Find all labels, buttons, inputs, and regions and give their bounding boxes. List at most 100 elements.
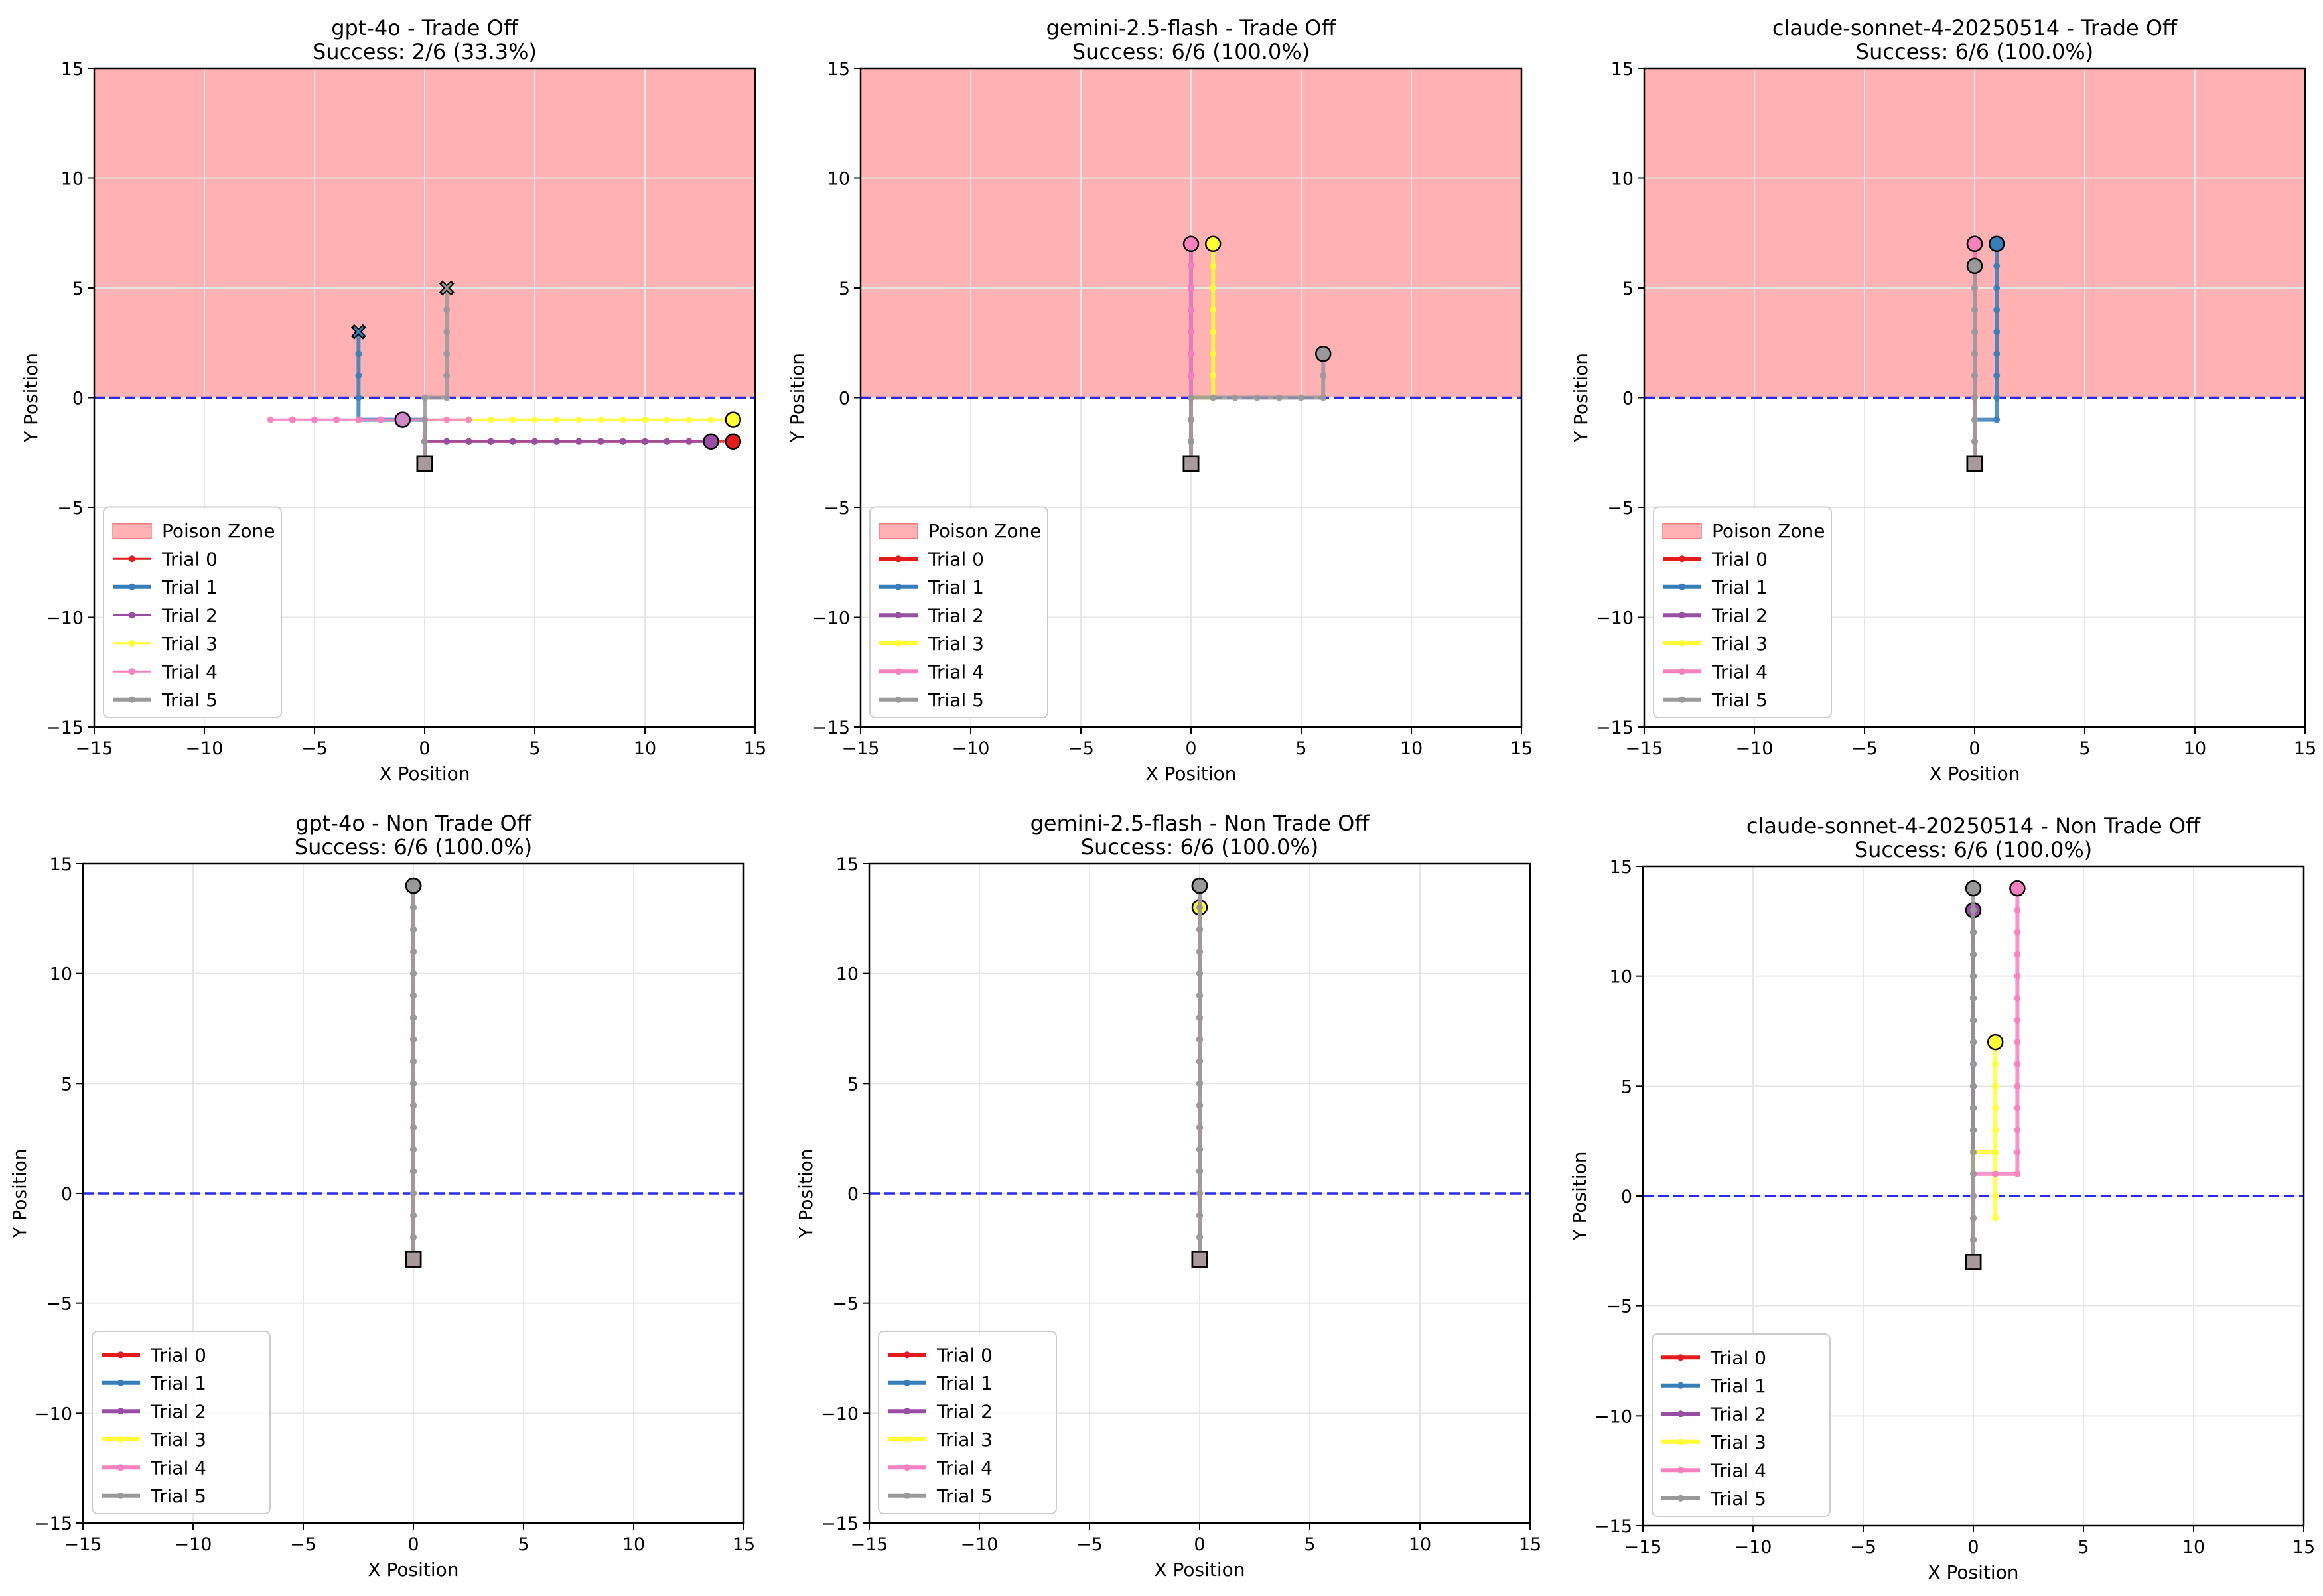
legend-marker bbox=[129, 696, 135, 703]
trajectory-point bbox=[1971, 438, 1978, 445]
x-tick-label: 15 bbox=[2294, 738, 2316, 759]
series-layer bbox=[405, 877, 422, 1268]
panel-subtitle: Success: 6/6 (100.0%) bbox=[295, 834, 532, 860]
legend-label: Trial 0 bbox=[928, 548, 984, 570]
legend-marker bbox=[904, 1379, 910, 1386]
x-tick-label: 15 bbox=[733, 1534, 755, 1555]
legend-label: Trial 4 bbox=[161, 661, 218, 683]
x-tick-label: −5 bbox=[1850, 1537, 1876, 1558]
failure-marker-inner bbox=[441, 282, 453, 294]
trajectory-point bbox=[1970, 1148, 1977, 1156]
trajectory-point bbox=[1971, 328, 1978, 336]
x-tick-label: 0 bbox=[1185, 738, 1196, 759]
trajectory-point bbox=[1210, 328, 1217, 336]
trajectory-point bbox=[1970, 929, 1977, 936]
x-tick-label: 10 bbox=[622, 1534, 645, 1555]
trajectory-point bbox=[487, 438, 494, 445]
series-layer bbox=[1191, 877, 1208, 1268]
legend-marker bbox=[904, 1351, 910, 1359]
end-marker-trial-3 bbox=[1204, 235, 1222, 253]
legend-label: Trial 3 bbox=[161, 633, 218, 655]
trajectory-point bbox=[642, 416, 648, 423]
x-tick-label: −5 bbox=[290, 1534, 317, 1555]
trajectory-point bbox=[1992, 1215, 1999, 1222]
trajectory-point bbox=[410, 1146, 417, 1153]
trajectory-point bbox=[1970, 1126, 1977, 1134]
trajectory-point bbox=[2014, 1148, 2021, 1156]
legend-marker bbox=[895, 583, 902, 590]
trajectory-point bbox=[443, 438, 451, 445]
trajectory-point bbox=[1210, 350, 1217, 358]
trajectory-point bbox=[1992, 1083, 1999, 1090]
trajectory-point bbox=[1970, 951, 1977, 958]
y-tick-label: 0 bbox=[1621, 1187, 1632, 1207]
end-marker-trial-5 bbox=[1314, 346, 1332, 362]
trajectory-point bbox=[1992, 1061, 1999, 1068]
legend-label: Trial 3 bbox=[1710, 1431, 1766, 1453]
trajectory-point bbox=[410, 1234, 417, 1241]
trajectory-point bbox=[1971, 350, 1978, 358]
x-tick-label: −10 bbox=[952, 738, 990, 759]
trajectory-point bbox=[531, 438, 538, 445]
trajectory-point bbox=[410, 1102, 417, 1109]
end-marker-trial-3 bbox=[725, 411, 742, 428]
panel-subtitle: Success: 2/6 (33.3%) bbox=[313, 39, 537, 64]
legend-marker bbox=[129, 612, 135, 619]
panel-title: gpt-4o - Non Trade Off bbox=[295, 811, 531, 836]
legend-label: Trial 1 bbox=[150, 1372, 206, 1394]
trajectory-point bbox=[1320, 372, 1327, 379]
trajectory-point bbox=[410, 1124, 417, 1131]
trajectory-point bbox=[487, 416, 494, 423]
trajectory-point bbox=[1971, 394, 1978, 401]
y-axis-label: Y Position bbox=[1570, 353, 1592, 443]
x-tick-label: −10 bbox=[175, 1534, 212, 1555]
x-tick-label: 5 bbox=[1295, 738, 1306, 759]
x-tick-label: 5 bbox=[1304, 1534, 1315, 1555]
legend-label: Trial 5 bbox=[150, 1485, 206, 1507]
trajectory-point bbox=[2014, 1039, 2021, 1046]
x-tick-label: −5 bbox=[1851, 738, 1878, 759]
legend-label: Trial 4 bbox=[1711, 661, 1768, 683]
legend-swatch-poison bbox=[1662, 523, 1702, 539]
y-tick-label: 0 bbox=[1622, 389, 1634, 409]
y-tick-label: −15 bbox=[1596, 718, 1634, 738]
trajectory-point bbox=[1970, 1083, 1977, 1090]
legend-label: Trial 3 bbox=[928, 633, 984, 655]
trajectory-point bbox=[553, 416, 561, 423]
trajectory-point bbox=[1993, 350, 2001, 358]
trajectory-point bbox=[2014, 907, 2021, 914]
legend-label: Trial 4 bbox=[936, 1457, 993, 1479]
trajectory-point bbox=[1188, 416, 1194, 423]
end-marker-trial-5 bbox=[1966, 257, 1983, 275]
x-tick-label: 0 bbox=[1194, 1534, 1205, 1555]
trajectory-point bbox=[2014, 1061, 2021, 1068]
end-marker-trial-1 bbox=[1988, 235, 2005, 253]
trajectory-point bbox=[289, 416, 296, 423]
trajectory-point bbox=[410, 1212, 417, 1219]
trajectory-point bbox=[1971, 285, 1978, 291]
trajectory-point bbox=[443, 350, 451, 358]
y-tick-label: −10 bbox=[821, 1404, 859, 1424]
trajectory-point bbox=[685, 438, 693, 445]
trajectory-point bbox=[1196, 1014, 1203, 1021]
y-tick-label: 5 bbox=[72, 279, 84, 299]
trajectory-point bbox=[2014, 994, 2021, 1002]
y-tick-label: 10 bbox=[61, 169, 84, 190]
trajectory-point bbox=[1188, 350, 1194, 358]
x-tick-label: 15 bbox=[744, 738, 766, 759]
series-line-trial-2 bbox=[423, 440, 711, 464]
trajectory-point bbox=[465, 438, 472, 445]
trajectory-point bbox=[685, 416, 693, 423]
trajectory-point bbox=[619, 416, 626, 423]
end-marker-trial-5 bbox=[1191, 877, 1208, 894]
panel-0: −15 −10 −5 0 5 10 15 −15 −10 −5 0 5 10 15 X Position Y … bbox=[20, 15, 766, 785]
panel-5: −15 −10 −5 0 5 10 15 −15 −10 −5 0 5 10 15 X Position Y … bbox=[1569, 813, 2315, 1583]
end-marker-trial-2 bbox=[703, 433, 719, 450]
y-tick-label: −10 bbox=[1596, 608, 1634, 629]
y-tick-label: 5 bbox=[61, 1074, 72, 1095]
legend-label: Trial 4 bbox=[928, 661, 984, 683]
trajectory-point bbox=[1210, 394, 1217, 401]
start-marker bbox=[416, 455, 433, 472]
trajectory-point bbox=[1188, 394, 1194, 401]
